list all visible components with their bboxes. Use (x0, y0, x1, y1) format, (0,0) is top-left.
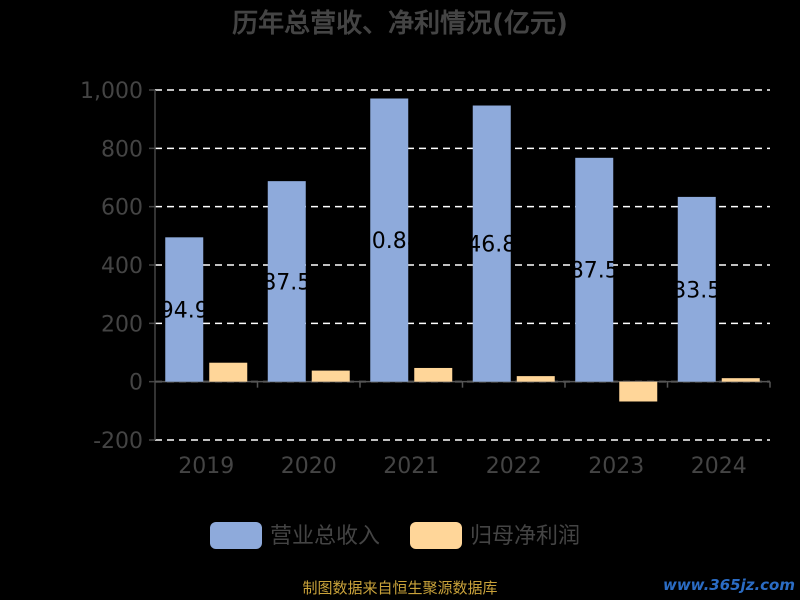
x-tick-label: 2020 (281, 454, 337, 479)
x-tick-label: 2021 (383, 454, 439, 479)
bar-net-profit[interactable] (311, 370, 350, 382)
x-tick-label: 2022 (486, 454, 542, 479)
bar-revenue[interactable] (370, 98, 409, 382)
y-tick-label: 0 (129, 371, 143, 396)
bar-value-label: 87.5 (262, 270, 311, 295)
y-tick-label: 800 (101, 137, 143, 162)
bar-value-label: 94.9 (160, 298, 209, 323)
watermark: www.365jz.com (663, 576, 795, 594)
y-tick-label: 600 (101, 196, 143, 221)
y-tick-label: 400 (101, 254, 143, 279)
legend-label-revenue[interactable]: 营业总收入 (270, 524, 380, 549)
y-tick-label: -200 (93, 429, 143, 454)
legend[interactable]: 营业总收入 归母净利润 (210, 522, 580, 549)
bar-value-label: 70.88 (358, 229, 421, 254)
bar-revenue[interactable] (267, 181, 306, 382)
bar-net-profit[interactable] (619, 381, 658, 402)
y-tick-label: 200 (101, 312, 143, 337)
bar-revenue[interactable] (575, 157, 614, 382)
bar-net-profit[interactable] (516, 376, 555, 382)
bars (165, 98, 760, 402)
y-axis: -200 0 200 400 600 800 1,000 (80, 79, 156, 454)
bar-value-label: 46.8 (467, 233, 516, 258)
source-note: 制图数据来自恒生聚源数据库 (302, 579, 497, 597)
bar-value-label: 33.5 (672, 278, 721, 303)
x-axis: 2019 2020 2021 2022 2023 2024 (155, 380, 771, 479)
legend-label-net-profit[interactable]: 归母净利润 (470, 524, 580, 549)
x-tick-label: 2023 (588, 454, 644, 479)
bar-net-profit[interactable] (414, 367, 453, 382)
chart-title: 历年总营收、净利情况(亿元) (232, 8, 568, 39)
legend-swatch-revenue[interactable] (210, 522, 262, 549)
x-tick-label: 2024 (691, 454, 747, 479)
bar-revenue[interactable] (165, 237, 204, 382)
bar-net-profit[interactable] (721, 378, 760, 382)
legend-swatch-net-profit[interactable] (410, 522, 462, 549)
bar-revenue[interactable] (677, 196, 716, 382)
x-tick-label: 2019 (178, 454, 234, 479)
bar-net-profit[interactable] (209, 362, 248, 382)
bar-labels: 94.9 87.5 70.88 46.8 87.5 33.5 (160, 229, 721, 323)
bar-revenue[interactable] (472, 105, 511, 382)
y-tick-label: 1,000 (80, 79, 143, 104)
bar-value-label: 87.5 (570, 259, 619, 284)
